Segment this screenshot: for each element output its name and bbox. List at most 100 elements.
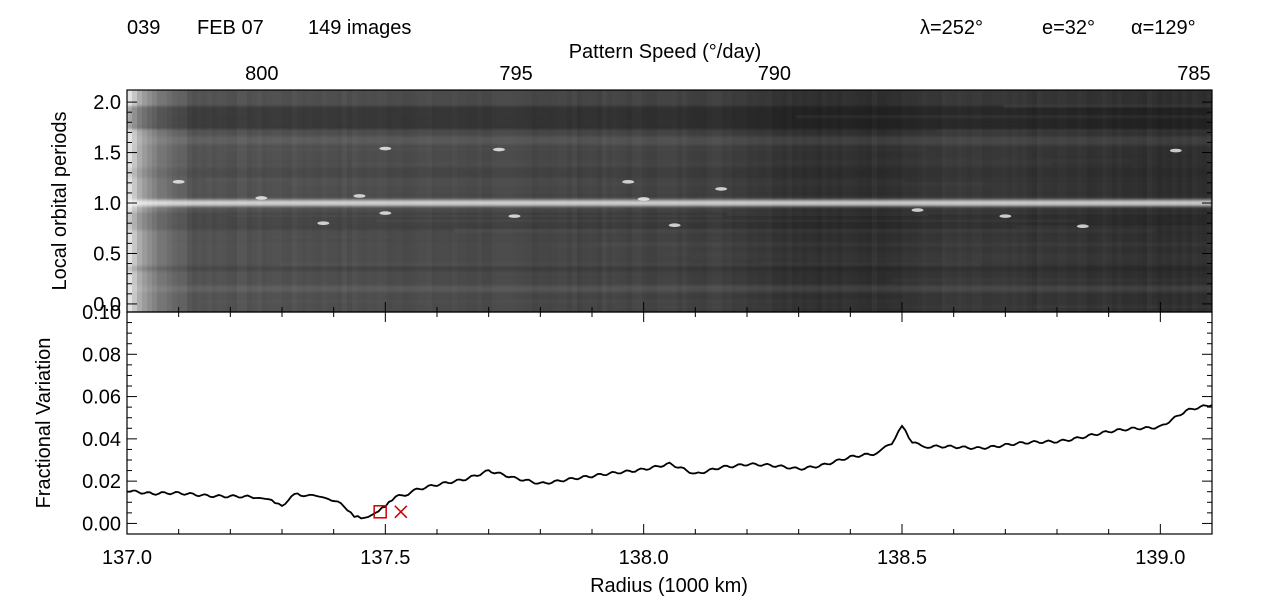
heatmap-streak xyxy=(619,285,1212,287)
heatmap-y-axis: 0.0 0.5 1.0 1.5 2.0 xyxy=(93,92,1212,316)
heatmap-streak xyxy=(544,110,1212,112)
heatmap-spot xyxy=(622,180,635,184)
heatmap-streak xyxy=(665,253,1212,255)
heatmap-streak xyxy=(805,259,1212,261)
heatmap-streak xyxy=(1119,228,1212,230)
line-markers xyxy=(373,505,408,519)
heatmap-streak xyxy=(596,179,1212,181)
heatmap-streak xyxy=(548,244,1212,246)
heatmap-streak xyxy=(1007,242,1212,244)
square-marker xyxy=(373,505,387,519)
heatmap-streak xyxy=(680,223,1212,225)
heatmap-spot xyxy=(353,194,366,198)
heatmap-streak xyxy=(376,220,1077,222)
x-marker xyxy=(394,505,408,519)
heatmap-streak xyxy=(625,206,1212,208)
heatmap-y-label: Local orbital periods xyxy=(49,112,71,291)
heatmap-streak xyxy=(969,254,1212,256)
heatmap-spot xyxy=(317,221,330,225)
heatmap-streak xyxy=(1033,306,1212,308)
heatmap-band xyxy=(127,201,1212,205)
heatmap-streak xyxy=(616,115,1212,117)
line-y-tick-label: 0.02 xyxy=(82,471,121,493)
heatmap-streak xyxy=(796,116,1212,118)
heatmap-y-tick-label: 1.0 xyxy=(93,193,121,215)
heatmap-streak xyxy=(434,195,1135,197)
line-panel xyxy=(127,404,1212,520)
heatmap-streak xyxy=(236,205,937,207)
header-date: FEB 07 xyxy=(197,17,264,39)
heatmap-streak xyxy=(742,121,1212,123)
heatmap-streak xyxy=(740,191,1212,193)
line-y-axis: 0.00 0.02 0.04 0.06 0.08 0.10 xyxy=(82,302,1212,535)
heatmap-streak xyxy=(289,183,990,185)
heatmap-streak xyxy=(226,148,927,150)
heatmap-streak xyxy=(242,178,943,180)
line-y-tick-label: 0.04 xyxy=(82,429,121,451)
top-axis-tick-label: 790 xyxy=(758,63,791,85)
heatmap-streak xyxy=(1004,104,1212,106)
top-axis-tick-label: 795 xyxy=(499,63,532,85)
heatmap-streak xyxy=(1085,200,1212,202)
bottom-axis-title: Radius (1000 km) xyxy=(590,575,748,597)
bottom-axis-tick-label: 137.5 xyxy=(360,547,410,569)
heatmap-streak xyxy=(892,279,1212,281)
heatmap-streak xyxy=(492,180,1193,182)
heatmap-spots xyxy=(172,146,1182,229)
bottom-axis-tick-label: 138.5 xyxy=(877,547,927,569)
heatmap-streak xyxy=(157,117,858,119)
heatmap-streak xyxy=(503,270,1204,272)
heatmap-streak xyxy=(401,235,1102,237)
top-axis-title: Pattern Speed (°/day) xyxy=(569,41,762,63)
header-emission: e=32° xyxy=(1042,17,1095,39)
bottom-axis-tick-label: 138.0 xyxy=(619,547,669,569)
heatmap-streak xyxy=(1043,156,1212,158)
heatmap-band xyxy=(127,266,1212,272)
line-y-tick-label: 0.10 xyxy=(82,302,121,324)
fractional-variation-line xyxy=(127,404,1212,520)
heatmap-streak xyxy=(560,293,1212,295)
heatmap-spot xyxy=(668,223,681,228)
heatmap-streak xyxy=(1164,185,1212,187)
heatmap-y-tick-label: 1.5 xyxy=(93,143,121,165)
heatmap-streak xyxy=(936,131,1212,133)
heatmap-streak xyxy=(251,127,952,129)
header-left: 039 FEB 07 149 images xyxy=(127,17,411,39)
heatmap-streak xyxy=(351,163,1052,165)
heatmap-streak xyxy=(204,179,905,181)
header-orbit-number: 039 xyxy=(127,17,160,39)
header-phase: α=129° xyxy=(1131,17,1196,39)
heatmap-streak xyxy=(193,195,894,197)
line-y-tick-label: 0.00 xyxy=(82,513,121,535)
heatmap-streak xyxy=(698,197,1212,199)
header-lambda: λ=252° xyxy=(920,17,983,39)
heatmap-spot xyxy=(911,208,924,212)
heatmap-streak xyxy=(1128,141,1212,143)
heatmap-streak xyxy=(653,273,1212,275)
heatmap-spot xyxy=(379,211,392,215)
heatmap-spot xyxy=(1169,148,1182,153)
heatmap-y-tick-label: 2.0 xyxy=(93,92,121,114)
heatmap-streak xyxy=(575,140,1212,142)
header-right: λ=252° e=32° α=129° xyxy=(920,17,1196,39)
heatmap-streak xyxy=(597,243,1212,245)
heatmap-panel xyxy=(127,90,1212,312)
heatmap-streak xyxy=(722,215,1212,217)
heatmap-streak xyxy=(229,227,930,229)
heatmap-spot xyxy=(637,197,650,201)
heatmap-band xyxy=(127,285,1212,292)
heatmap-streak xyxy=(245,239,946,241)
heatmap-streak xyxy=(761,262,1212,264)
heatmap-streak xyxy=(487,276,1188,278)
heatmap-spot xyxy=(493,147,505,152)
heatmap-band xyxy=(127,167,1212,178)
heatmap-streak xyxy=(224,234,925,236)
line-y-tick-label: 0.06 xyxy=(82,387,121,409)
top-axis-tick-label: 800 xyxy=(245,63,278,85)
heatmap-streak xyxy=(651,274,1212,276)
heatmap-spot xyxy=(255,196,268,200)
heatmap-streak xyxy=(616,306,1212,308)
heatmap-band xyxy=(127,136,1212,145)
heatmap-y-tick-label: 0.5 xyxy=(93,243,121,265)
